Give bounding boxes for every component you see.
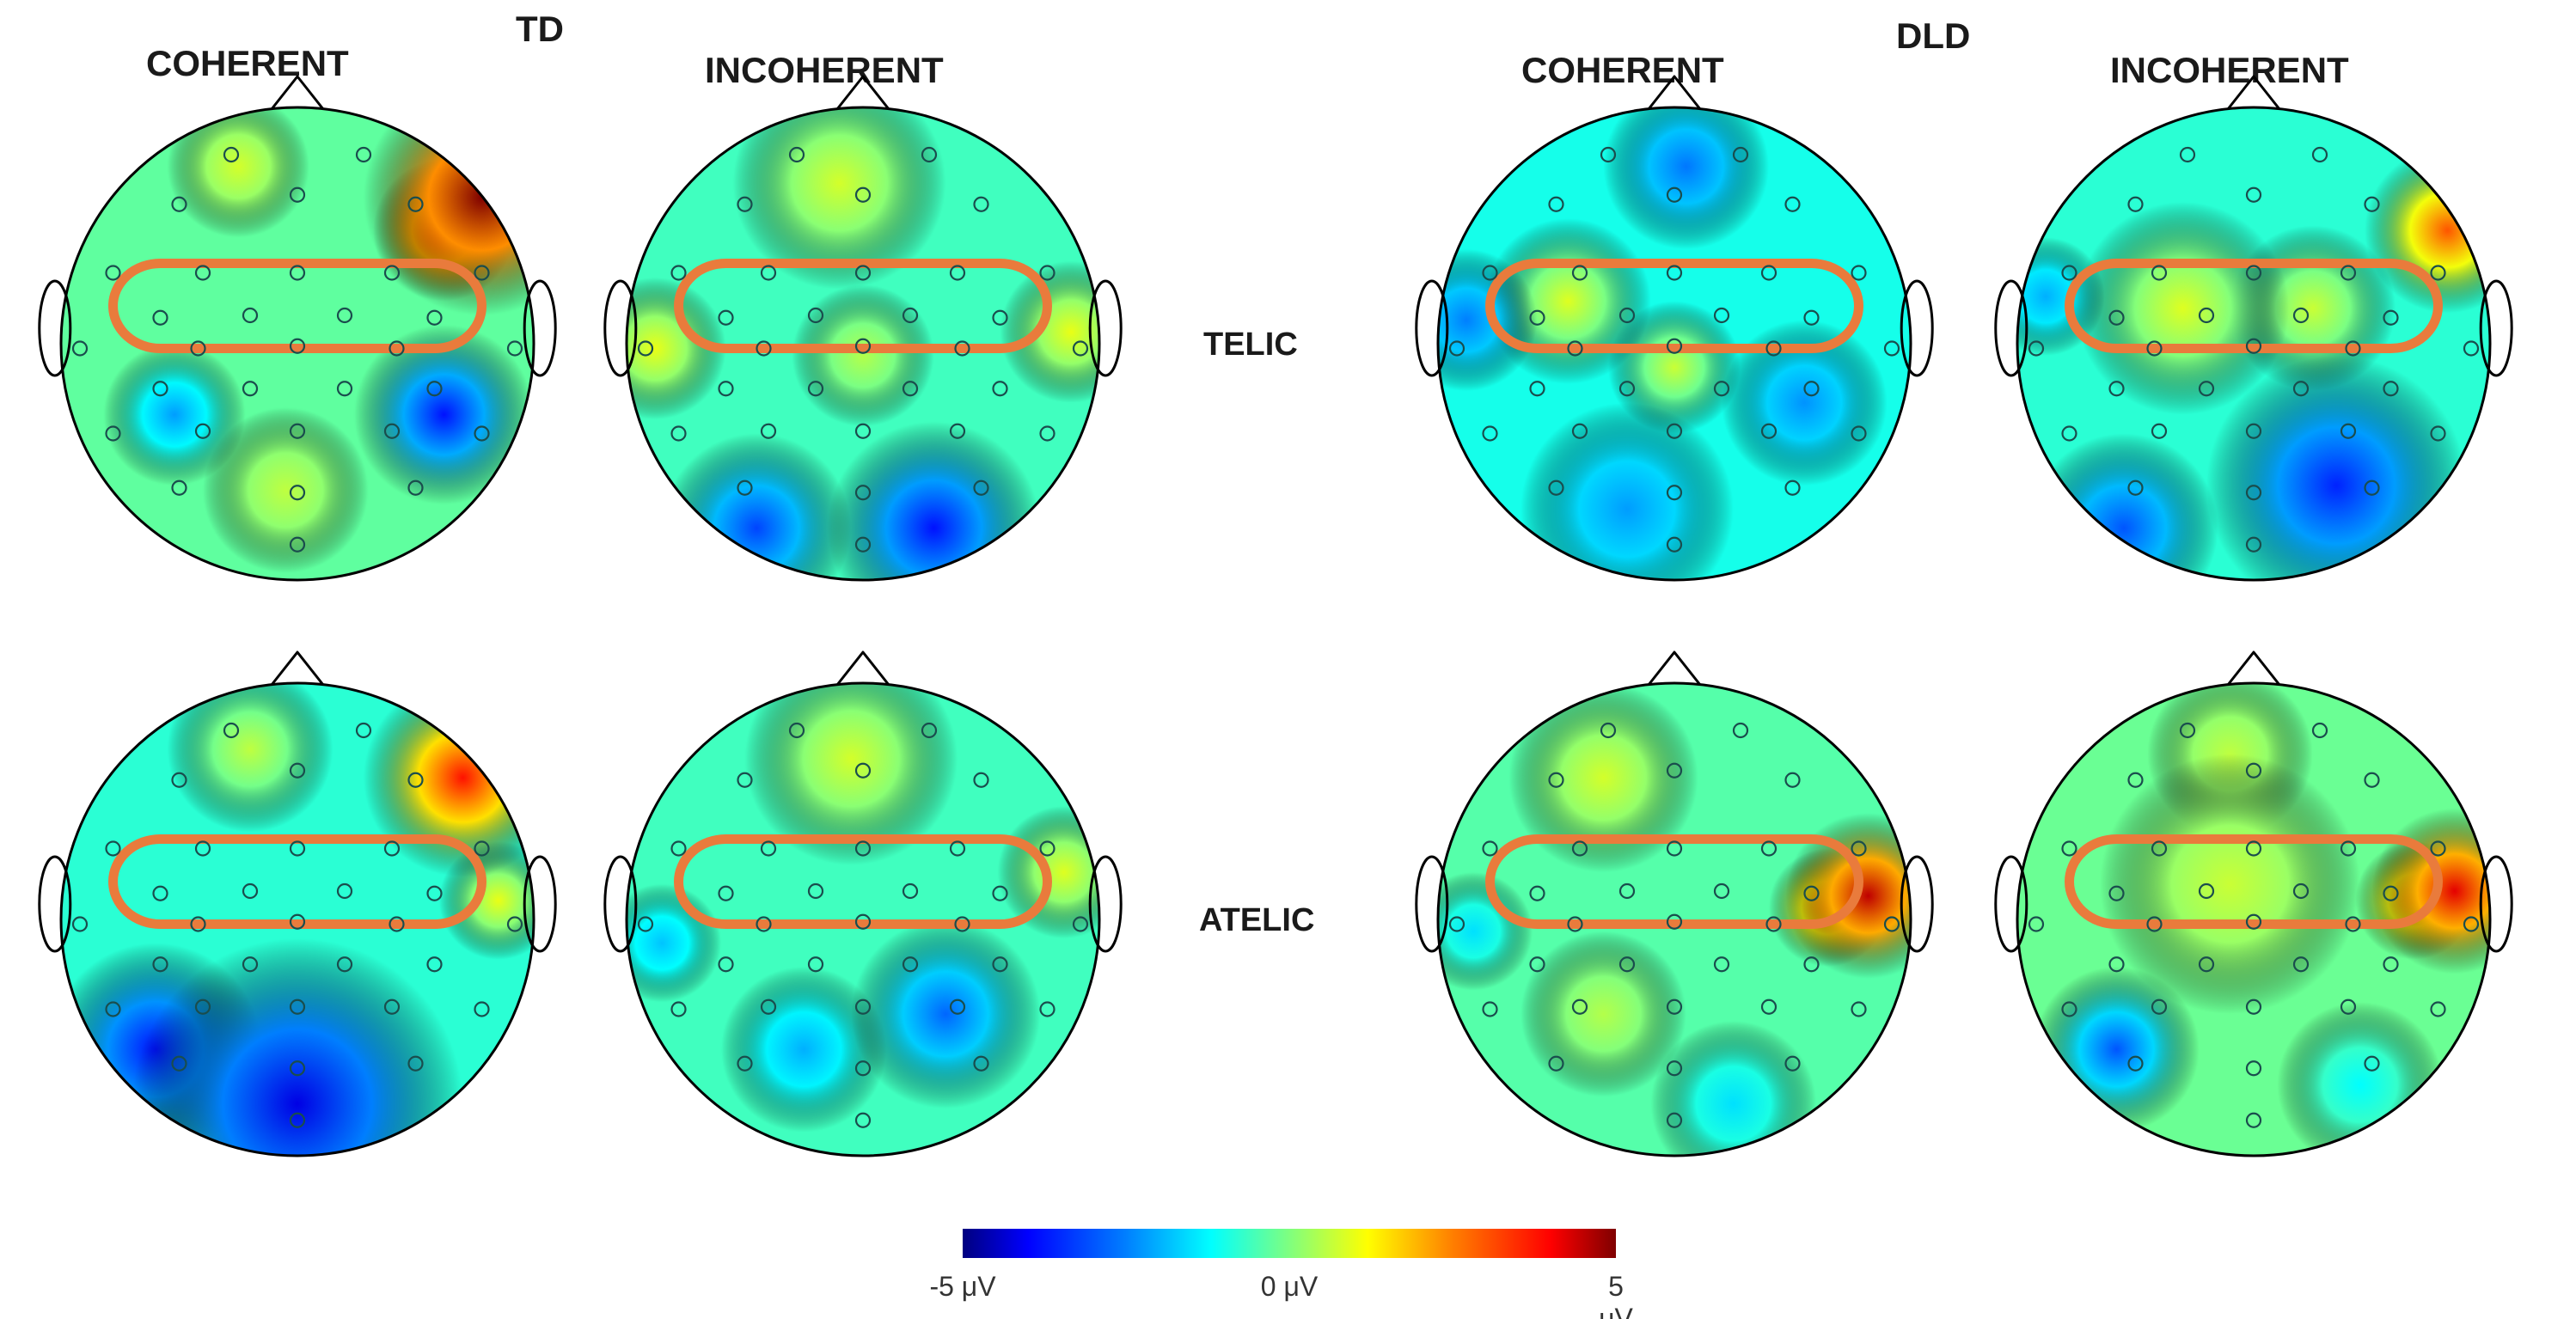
nose-icon — [2228, 652, 2279, 685]
topoplot-dld-coh-telic — [1395, 64, 1954, 623]
topoplot-td-coh-atelic — [18, 640, 577, 1199]
nose-icon — [2228, 76, 2279, 109]
row-label-atelic: ATELIC — [1199, 902, 1314, 939]
topoplot-td-incoh-telic — [584, 64, 1142, 623]
topoplot-td-coh-telic — [18, 64, 577, 623]
nose-icon — [837, 652, 889, 685]
topoplot-dld-coh-atelic — [1395, 640, 1954, 1199]
colorbar-tick-label: 5 μV — [1599, 1271, 1633, 1319]
colorbar-tick-label: -5 μV — [929, 1271, 995, 1303]
nose-icon — [837, 76, 889, 109]
nose-icon — [1649, 76, 1700, 109]
nose-icon — [1649, 652, 1700, 685]
colorbar-svg — [963, 1229, 1616, 1261]
topoplot-td-incoh-atelic — [584, 640, 1142, 1199]
nose-icon — [272, 76, 323, 109]
colorbar-labels: -5 μV0 μV5 μV — [963, 1266, 1616, 1300]
topoplot-dld-incoh-telic — [1974, 64, 2533, 623]
group-label-dld: DLD — [1896, 15, 1970, 57]
topoplot-figure: TD DLD COHERENT INCOHERENT COHERENT INCO… — [0, 0, 2576, 1319]
topoplot-dld-incoh-atelic — [1974, 640, 2533, 1199]
colorbar: -5 μV0 μV5 μV — [963, 1229, 1616, 1300]
colorbar-gradient — [963, 1229, 1616, 1258]
row-label-telic: TELIC — [1203, 327, 1298, 363]
colorbar-tick-label: 0 μV — [1261, 1271, 1318, 1303]
nose-icon — [272, 652, 323, 685]
group-label-td: TD — [516, 9, 564, 50]
